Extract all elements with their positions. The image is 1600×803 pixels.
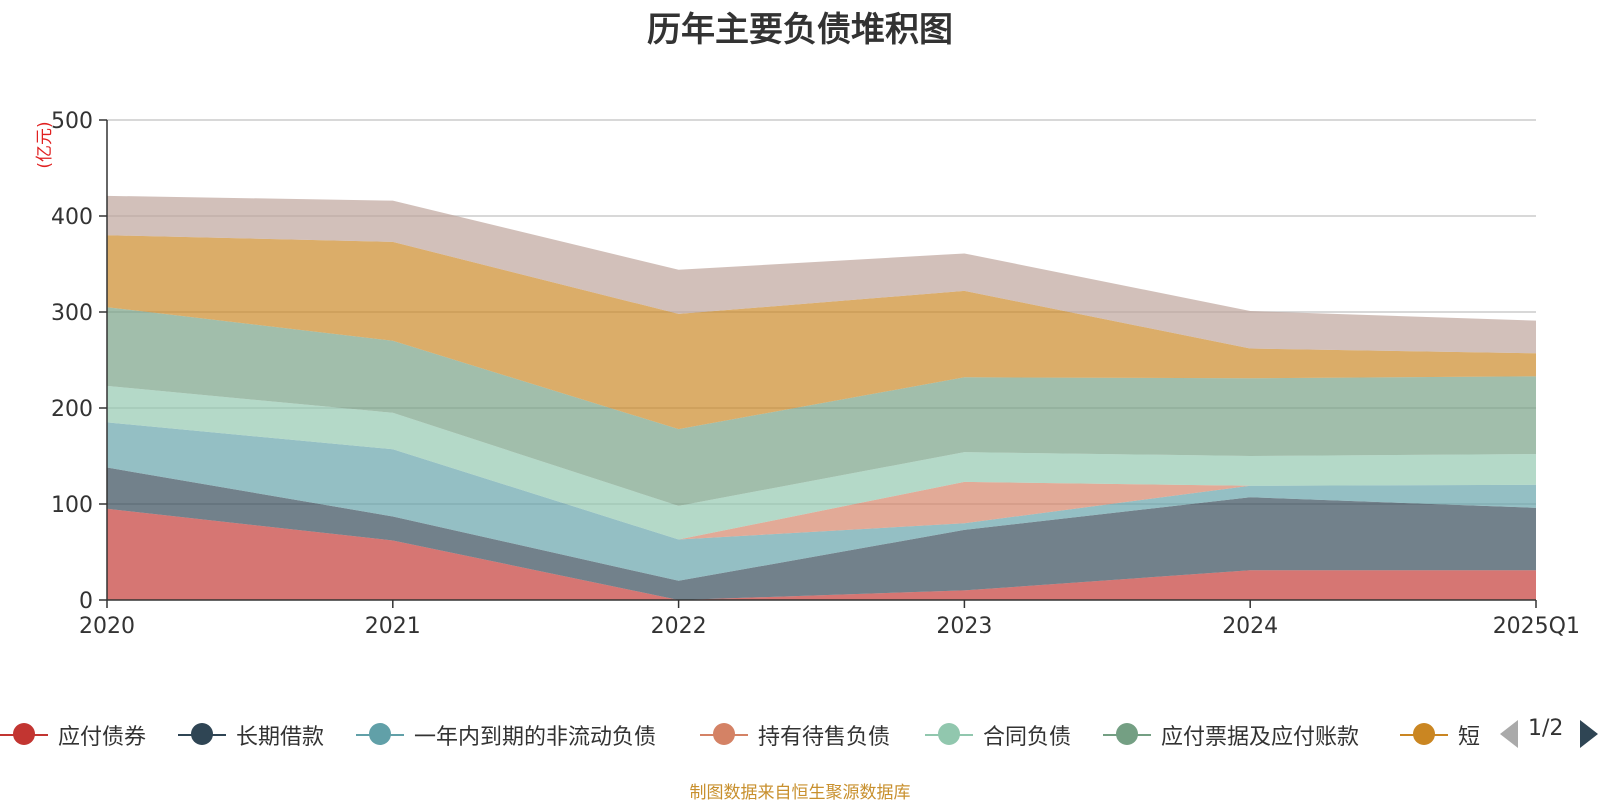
legend-item[interactable]: 一年内到期的非流动负债 xyxy=(356,718,656,752)
y-tick-label: 500 xyxy=(51,109,93,134)
pager-next-arrow-icon[interactable] xyxy=(1580,720,1598,748)
legend-item[interactable]: 短 xyxy=(1400,718,1480,752)
y-tick-label: 100 xyxy=(51,493,93,518)
tick-labels: 0 100 200 300 400 500 2020 2021 2022 2023 2024 2025… xyxy=(51,109,1580,639)
y-tick-label: 200 xyxy=(51,397,93,422)
legend-label: 合同负债 xyxy=(983,725,1072,750)
legend-item[interactable]: 应付债券 xyxy=(0,718,146,752)
area-3[interactable] xyxy=(107,422,1536,540)
area-5[interactable] xyxy=(107,307,1536,506)
legend-item[interactable]: 合同负债 xyxy=(925,718,1071,752)
area-0[interactable] xyxy=(107,508,1536,600)
legend-swatch-icon xyxy=(356,718,404,752)
legend-swatch-icon xyxy=(925,718,973,752)
legend-swatch-icon xyxy=(700,718,748,752)
area-series xyxy=(107,195,1536,600)
legend-item[interactable]: 应付票据及应付账款 xyxy=(1103,718,1359,752)
legend-label: 应付债券 xyxy=(58,725,147,750)
legend-item[interactable]: 长期借款 xyxy=(178,718,324,752)
x-tick-label: 2021 xyxy=(365,614,421,639)
legend-label: 一年内到期的非流动负债 xyxy=(414,725,657,750)
x-tick-label: 2022 xyxy=(651,614,707,639)
legend-swatch-icon xyxy=(0,718,48,752)
legend-swatch-icon xyxy=(1103,718,1151,752)
area-7[interactable] xyxy=(107,195,1536,354)
x-tick-label: 2025Q1 xyxy=(1493,614,1580,639)
pager-prev-arrow-icon[interactable] xyxy=(1500,720,1518,748)
source-note: 制图数据来自恒生聚源数据库 xyxy=(689,783,911,803)
stacked-area-chart: 0 100 200 300 400 500 2020 2021 2022 2023 2024 2025… xyxy=(35,109,1580,639)
legend-item[interactable]: 持有待售负债 xyxy=(700,718,890,752)
legend-label: 应付票据及应付账款 xyxy=(1161,725,1360,750)
area-4[interactable] xyxy=(107,385,1536,540)
area-1[interactable] xyxy=(107,467,1536,600)
legend-swatch-icon xyxy=(1400,718,1448,752)
chart-title: 历年主要负债堆积图 xyxy=(647,10,953,50)
legend-label: 短 xyxy=(1458,725,1481,750)
legend-swatch-icon xyxy=(178,718,226,752)
legend-label: 持有待售负债 xyxy=(758,725,891,750)
y-tick-label: 300 xyxy=(51,301,93,326)
axes xyxy=(106,120,1536,601)
legend: 应付债券 长期借款 一年内到期的非流动负债 持有待售负债 合同负债 应付票据及应付账款 短 xyxy=(0,718,1490,754)
y-tick-label: 0 xyxy=(79,589,93,614)
x-tick-label: 2024 xyxy=(1222,614,1278,639)
pager-page-text: 1/2 xyxy=(1528,716,1564,741)
area-2[interactable] xyxy=(107,422,1536,581)
x-tick-label: 2023 xyxy=(936,614,992,639)
y-axis-unit-label: (亿元) xyxy=(35,121,55,168)
x-tick-label: 2020 xyxy=(79,614,135,639)
y-tick-label: 400 xyxy=(51,205,93,230)
legend-label: 长期借款 xyxy=(236,725,325,750)
area-6[interactable] xyxy=(107,235,1536,430)
